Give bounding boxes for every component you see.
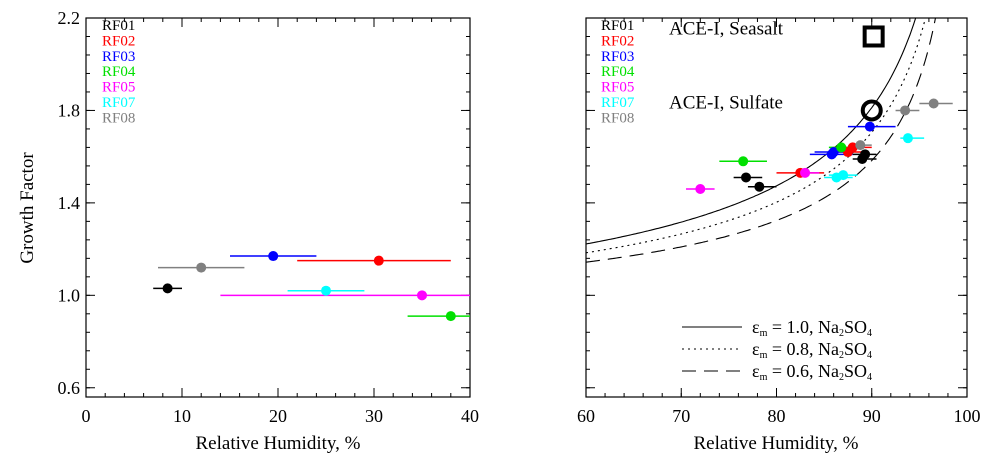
- curve-legend-label-dotted: εm = 0.8, Na2SO4: [752, 339, 872, 361]
- left-plot-frame: [85, 17, 471, 398]
- curve-dotted: [586, 18, 927, 254]
- data-point-rf03: [268, 251, 279, 262]
- x-tick-label: 80: [768, 406, 786, 426]
- legend-entry-rf07: RF07: [601, 95, 635, 111]
- data-point-rf08: [900, 105, 911, 116]
- sulfate-reference-marker: [860, 99, 883, 122]
- data-point-rf04: [738, 156, 749, 167]
- legend-entry-rf01: RF01: [102, 18, 135, 34]
- data-point-rf07: [321, 285, 331, 296]
- data-point-rf07: [838, 170, 849, 181]
- x-tick-label: 40: [461, 406, 479, 426]
- left-x-axis-title: Relative Humidity, %: [196, 433, 361, 454]
- legend-entry-rf05: RF05: [102, 80, 135, 96]
- x-tick-label: 0: [82, 406, 91, 426]
- legend-entry-rf02: RF02: [102, 33, 135, 49]
- x-tick-label: 70: [672, 406, 690, 426]
- data-point-rf01: [754, 181, 765, 192]
- legend-entry-rf03: RF03: [601, 49, 634, 65]
- curve-legend-label-solid: εm = 1.0, Na2SO4: [752, 317, 872, 339]
- x-tick-label: 60: [577, 406, 595, 426]
- right-panel: 60 70 80 90 100 ACE-I, Seasalt ACE-I, Sulfate…: [577, 17, 981, 454]
- legend-entry-rf07: RF07: [102, 95, 136, 111]
- curve-dashed: [586, 18, 937, 263]
- seasalt-reference-marker: [862, 25, 885, 48]
- y-tick-label: 0.6: [58, 378, 81, 398]
- data-point-rf05: [417, 290, 427, 301]
- data-point-rf03: [828, 147, 839, 158]
- x-tick-label: 10: [173, 406, 191, 426]
- legend-entry-rf04: RF04: [601, 64, 635, 80]
- y-tick-label: 1.0: [58, 285, 81, 305]
- ace-reference-points: ACE-I, Seasalt ACE-I, Sulfate: [669, 18, 885, 122]
- y-axis-title: Growth Factor: [17, 152, 38, 264]
- x-tick-label: 100: [954, 406, 981, 426]
- curve-legend-label-dashed: εm = 0.6, Na2SO4: [752, 361, 872, 383]
- x-tick-label: 20: [269, 406, 287, 426]
- data-point-rf01: [162, 283, 173, 294]
- seasalt-reference-label: ACE-I, Seasalt: [669, 18, 784, 39]
- left-axis-ticks: 0 10 20 30 40 0.6 1.0 1.4 1.8 2.2: [58, 8, 480, 426]
- left-panel: 0 10 20 30 400.61.01.41.82.2 RF01RF02RF03RF0…: [17, 8, 479, 454]
- right-data-points: [695, 98, 939, 195]
- data-point-rf08: [928, 98, 939, 109]
- y-tick-label: 1.4: [58, 193, 81, 213]
- y-tick-label: 1.8: [58, 100, 81, 120]
- data-point-rf05: [695, 184, 706, 195]
- data-point-rf04: [445, 311, 456, 322]
- legend-entry-rf08: RF08: [102, 110, 135, 126]
- data-point-rf01: [741, 172, 752, 183]
- right-error-bars: [686, 102, 953, 190]
- left-data-points: [162, 251, 456, 322]
- data-point-rf08: [196, 262, 207, 273]
- legend-entry-rf08: RF08: [601, 110, 634, 126]
- data-point-rf02: [373, 255, 384, 266]
- data-point-rf01: [860, 149, 871, 160]
- legend-entry-rf01: RF01: [601, 18, 634, 34]
- data-point-rf08: [855, 140, 866, 151]
- right-x-axis-title: Relative Humidity, %: [694, 433, 859, 454]
- x-tick-label: 90: [863, 406, 881, 426]
- right-axis-ticks: 60 70 80 90 100: [577, 17, 981, 426]
- legend-entry-rf05: RF05: [601, 80, 634, 96]
- data-point-rf03: [864, 121, 875, 132]
- data-point-rf02: [847, 142, 858, 153]
- data-point-rf07: [902, 133, 913, 144]
- sulfate-reference-label: ACE-I, Sulfate: [669, 92, 783, 113]
- y-tick-label: 2.2: [58, 8, 81, 28]
- x-tick-label: 30: [365, 406, 383, 426]
- legend-entry-rf02: RF02: [601, 33, 634, 49]
- legend-entry-rf03: RF03: [102, 49, 135, 65]
- data-point-rf05: [800, 167, 811, 178]
- data-point-rf04: [836, 142, 847, 153]
- legend-entry-rf04: RF04: [102, 64, 136, 80]
